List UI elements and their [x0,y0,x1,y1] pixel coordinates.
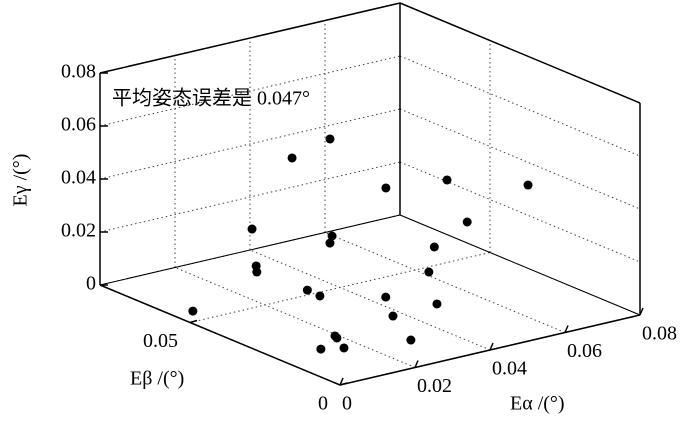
data-point [252,267,262,277]
y-tick-label: 0.05 [143,330,178,352]
tick-mark [489,342,494,351]
axis-line [399,214,641,316]
tick-mark [189,319,198,324]
data-point [188,306,198,316]
data-point [381,183,391,193]
annotation: 平均姿态误差是 0.047° [112,87,310,110]
grid-line [399,55,641,157]
grid-line [189,252,491,323]
data-point [462,217,472,227]
data-point [287,153,297,163]
data-point [388,311,398,321]
z-axis-label: Eγ /(°) [10,154,32,207]
z-tick-label: 0.06 [61,114,96,136]
data-point [432,299,442,309]
grid-line [249,249,491,351]
data-point [339,343,349,353]
tick-mark [414,360,419,368]
data-point [325,238,335,248]
data-point [381,292,391,302]
x-tick-label: 0.08 [642,323,677,345]
data-point [315,291,325,301]
grid-line [99,108,401,180]
tick-mark [339,377,344,386]
x-axis-label: Eα /(°) [510,393,565,415]
data-point [247,224,257,234]
z-tick-label: 0.02 [61,220,96,242]
data-point [442,175,452,185]
data-point [332,333,342,343]
data-point [327,231,337,241]
axis-line [99,2,401,74]
grid-line [99,161,401,233]
grid-line [399,161,641,263]
grid-line [324,232,566,333]
z-tick-label: 0.08 [61,61,96,83]
data-point [429,242,439,252]
data-point [302,285,312,295]
z-tick-label: 0.04 [61,167,96,189]
axis-line [399,2,641,104]
axis-line [99,214,401,286]
tick-mark [564,325,569,333]
axis-line [99,284,341,386]
tick-mark [639,307,644,316]
z-tick-label: 0 [86,273,96,295]
data-point [406,335,416,345]
tick-mark [339,382,348,386]
data-point [424,267,434,277]
data-point [523,180,533,190]
x-tick-label: 0.02 [417,375,452,397]
data-point [325,134,335,144]
grid-line [174,267,416,368]
y-axis-label: Eβ /(°) [130,368,184,390]
data-point [316,344,326,354]
x-tick-label: 0.04 [492,358,527,380]
grid-line [399,108,641,210]
x-tick-label: 0.06 [567,340,602,362]
y-tick-label: 0 [318,393,328,415]
x-tick-label: 0 [342,393,352,415]
